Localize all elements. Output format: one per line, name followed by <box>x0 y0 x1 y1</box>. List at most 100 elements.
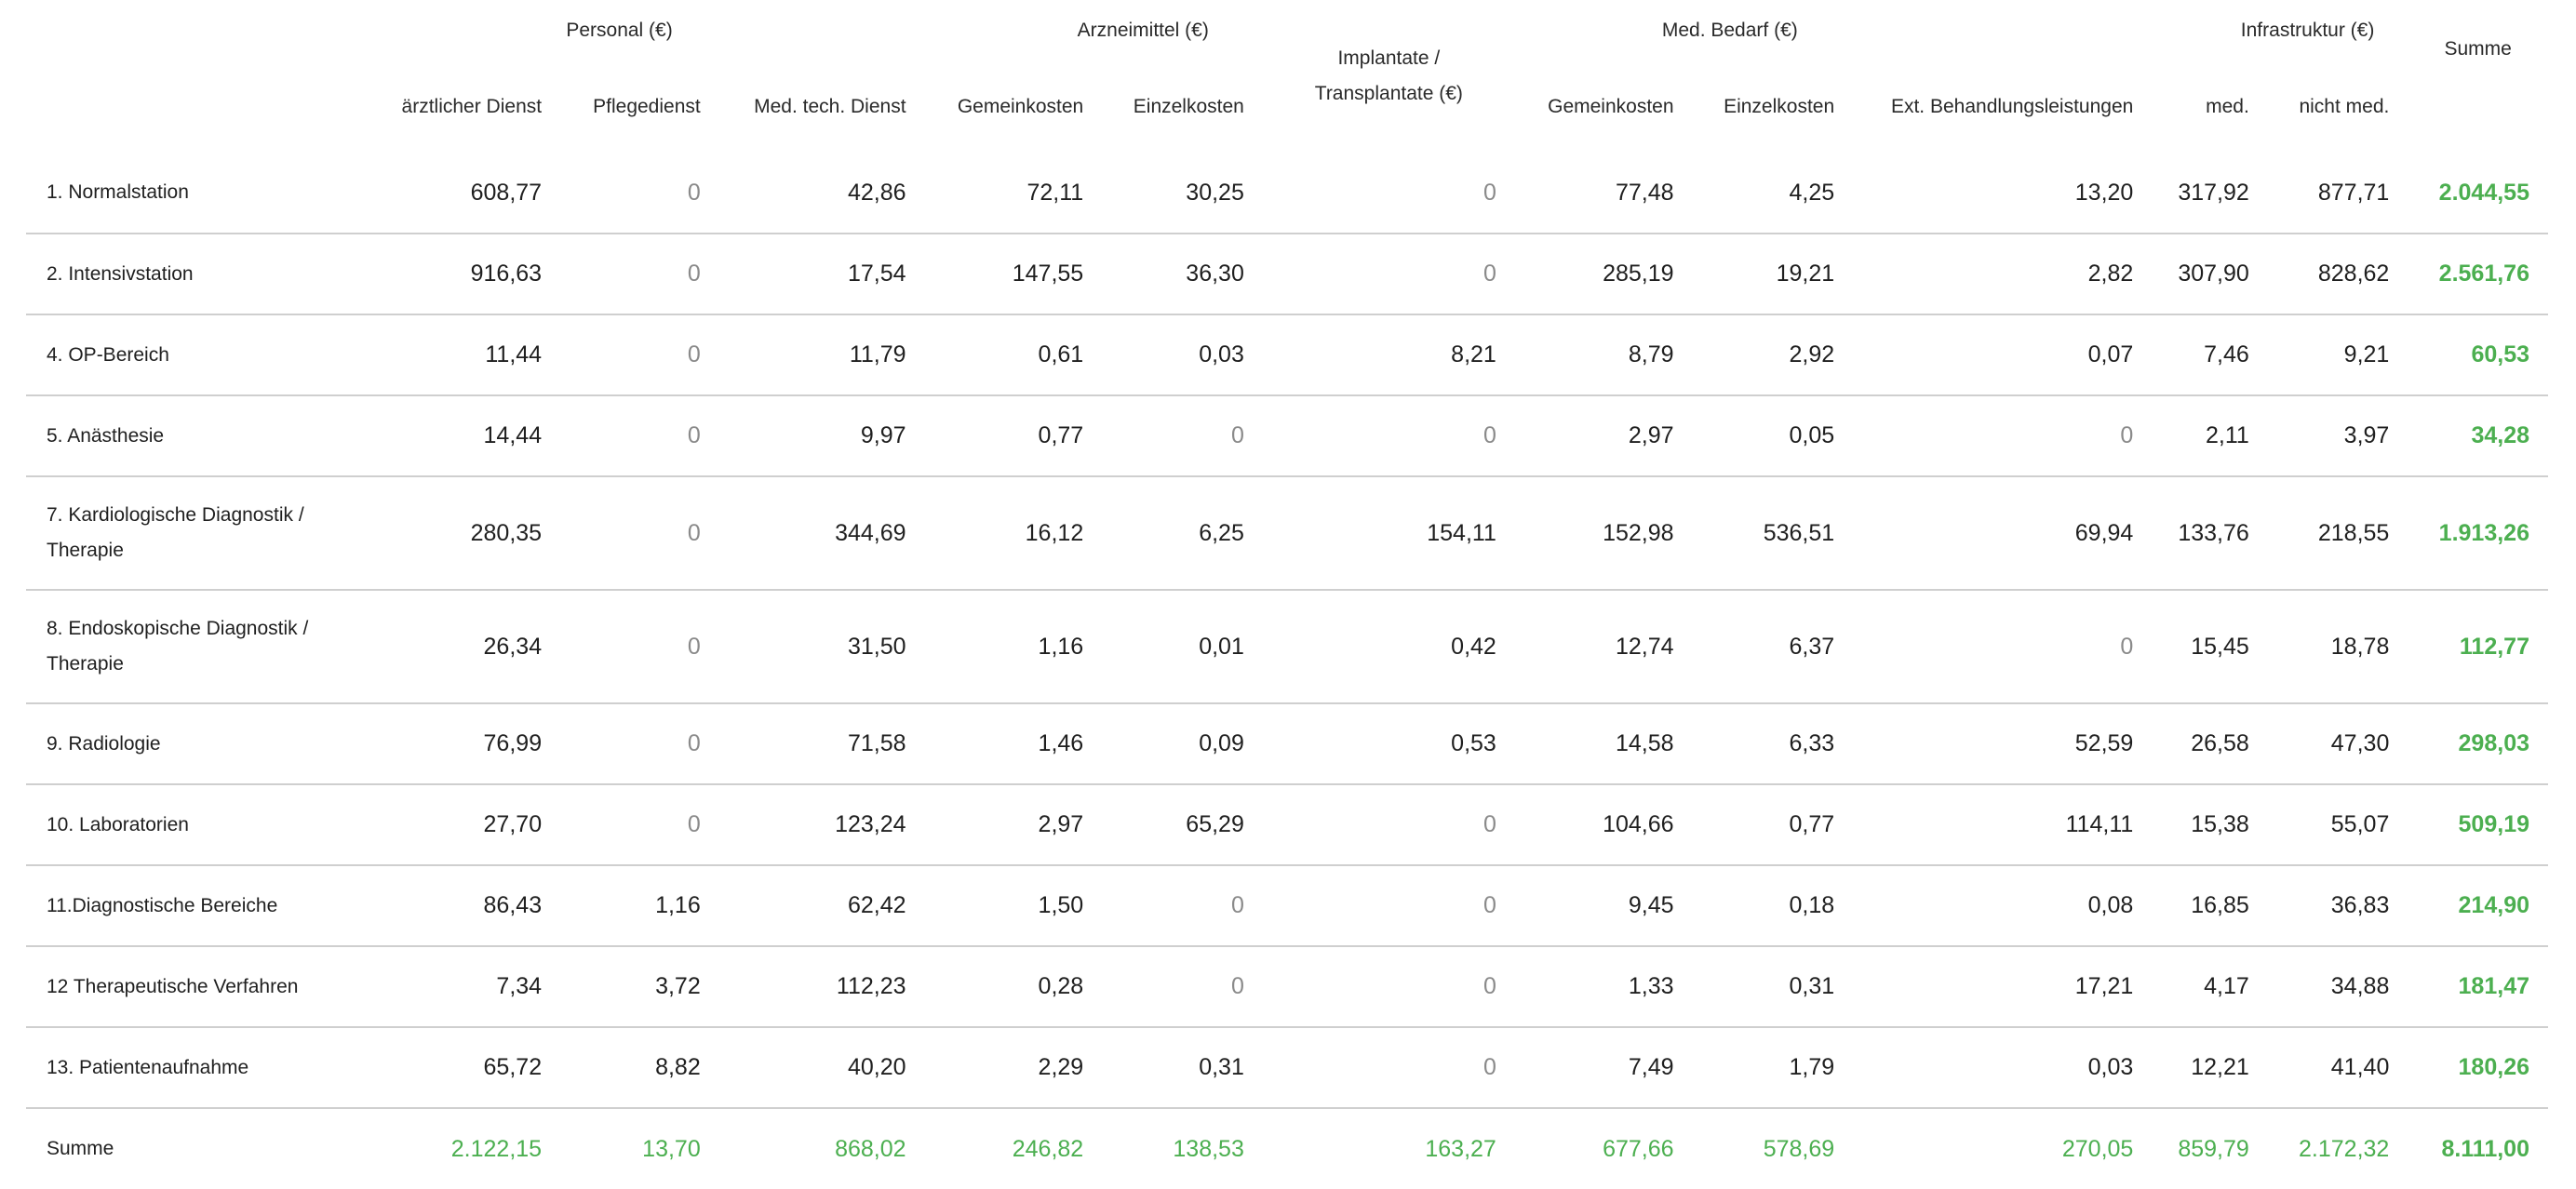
cell-value: 52,59 <box>1853 703 2153 785</box>
header-col-bedarf-gemeinkosten: Gemeinkosten <box>1548 96 1674 117</box>
row-sum: 509,19 <box>2408 784 2548 866</box>
cell-value: 0 <box>560 476 719 591</box>
header-implantate-label: Implantate / Transplantate (€) <box>1314 47 1463 104</box>
cell-value: 3,97 <box>2267 395 2408 477</box>
table-row: 12 Therapeutische Verfahren 7,34 3,72 112,2… <box>26 946 2548 1028</box>
cell-value: 6,25 <box>1102 476 1263 591</box>
header-col-pflegedienst: Pflegedienst <box>593 96 701 117</box>
cell-value: 0 <box>1262 153 1515 234</box>
cell-value: 65,29 <box>1102 784 1263 866</box>
cell-value: 0 <box>1262 784 1515 866</box>
row-sum: 181,47 <box>2408 946 2548 1028</box>
cell-value: 285,19 <box>1514 234 1693 315</box>
cell-value: 0 <box>560 590 719 704</box>
cell-value: 2.172,32 <box>2299 1135 2390 1162</box>
cell-value: 4,17 <box>2152 946 2268 1028</box>
row-sum: 60,53 <box>2408 314 2548 396</box>
cell-value: 34,88 <box>2267 946 2408 1028</box>
cell-value: 0,53 <box>1262 703 1515 785</box>
cell-value: 916,63 <box>364 234 561 315</box>
row-label: 2. Intensivstation <box>26 234 365 315</box>
cell-value: 15,38 <box>2152 784 2268 866</box>
cell-value: 0 <box>1102 395 1263 477</box>
cell-value: 133,76 <box>2152 476 2268 591</box>
cell-value: 1,16 <box>924 590 1103 704</box>
header-summe: Summe <box>2444 38 2512 60</box>
header-col-bedarf-einzelkosten: Einzelkosten <box>1724 96 1835 117</box>
header-col-arznei-einzelkosten: Einzelkosten <box>1133 96 1244 117</box>
cell-value: 2,11 <box>2152 395 2268 477</box>
cell-value: 218,55 <box>2267 476 2408 591</box>
cell-value: 344,69 <box>718 476 925 591</box>
cell-value: 0,08 <box>1853 865 2153 947</box>
cell-value: 86,43 <box>364 865 561 947</box>
cell-value: 16,85 <box>2152 865 2268 947</box>
cell-value: 1,79 <box>1692 1027 1854 1109</box>
cell-value: 9,45 <box>1514 865 1693 947</box>
cell-value: 12,21 <box>2152 1027 2268 1109</box>
cell-value: 72,11 <box>924 153 1103 234</box>
row-label: 4. OP-Bereich <box>26 314 365 396</box>
cell-value: 11,79 <box>718 314 925 396</box>
cell-value: 0,01 <box>1102 590 1263 704</box>
cell-value: 317,92 <box>2152 153 2268 234</box>
table-row: 5. Anästhesie 14,44 0 9,97 0,77 0 0 2,97 0,05 0 2,… <box>26 395 2548 477</box>
row-sum: 214,90 <box>2408 865 2548 947</box>
table-row: 13. Patientenaufnahme 65,72 8,82 40,20 2,29 0… <box>26 1027 2548 1109</box>
header-group-row: Personal (€) Arzneimittel (€) Implantate… <box>26 0 2548 104</box>
header-col-ext-behandlung: Ext. Behandlungsleistungen <box>1890 96 2134 117</box>
cell-value: 0,77 <box>924 395 1103 477</box>
cell-value: 65,72 <box>364 1027 561 1109</box>
header-empty-cell <box>26 0 364 61</box>
table-body: 1. Normalstation 608,77 0 42,86 72,11 30,25 0 7… <box>26 153 2548 1189</box>
cell-value: 15,45 <box>2152 590 2268 704</box>
cell-value: 0,18 <box>1692 865 1854 947</box>
cell-value: 0 <box>560 234 719 315</box>
cell-value: 13,70 <box>642 1135 701 1162</box>
cell-value: 1,50 <box>924 865 1103 947</box>
cell-value: 27,70 <box>364 784 561 866</box>
table-row: 10. Laboratorien 27,70 0 123,24 2,97 65,29 0 10… <box>26 784 2548 866</box>
cell-value: 0,03 <box>1102 314 1263 396</box>
cell-value: 608,77 <box>364 153 561 234</box>
cell-value: 7,34 <box>364 946 561 1028</box>
row-sum: 112,77 <box>2408 590 2548 704</box>
cell-value: 1,46 <box>924 703 1103 785</box>
cell-value: 26,34 <box>364 590 561 704</box>
header-group-med-bedarf: Med. Bedarf (€) <box>1661 20 1798 41</box>
cell-value: 0 <box>1262 865 1515 947</box>
table-row: 1. Normalstation 608,77 0 42,86 72,11 30,25 0 7… <box>26 153 2548 234</box>
row-label: 12 Therapeutische Verfahren <box>26 946 365 1028</box>
cell-value: 104,66 <box>1514 784 1693 866</box>
cell-value: 0,03 <box>1853 1027 2153 1109</box>
cell-value: 7,46 <box>2152 314 2268 396</box>
cell-value: 2,97 <box>924 784 1103 866</box>
cell-value: 16,12 <box>924 476 1103 591</box>
cell-value: 9,21 <box>2267 314 2408 396</box>
cell-value: 0,05 <box>1692 395 1854 477</box>
table-row: 7. Kardiologische Diagnostik / Therapie 2… <box>26 476 2548 591</box>
row-label: 1. Normalstation <box>26 153 365 234</box>
cell-value: 76,99 <box>364 703 561 785</box>
cell-value: 4,25 <box>1692 153 1854 234</box>
cell-value: 7,49 <box>1514 1027 1693 1109</box>
cell-value: 0 <box>1262 234 1515 315</box>
cell-value: 41,40 <box>2267 1027 2408 1109</box>
table-row: 11.Diagnostische Bereiche 86,43 1,16 62,42 1… <box>26 865 2548 947</box>
total-row: Summe 2.122,15 13,70 868,02 246,82 138,53 163,… <box>26 1108 2548 1189</box>
table-row: 4. OP-Bereich 11,44 0 11,79 0,61 0,03 8,21 8,79… <box>26 314 2548 396</box>
cell-value: 828,62 <box>2267 234 2408 315</box>
header-group-implantate: Implantate / Transplantate (€) <box>1263 0 1515 153</box>
cell-value: 69,94 <box>1853 476 2153 591</box>
cell-value: 8,82 <box>560 1027 719 1109</box>
header-label-spacer <box>26 61 364 153</box>
cell-value: 14,58 <box>1514 703 1693 785</box>
cell-value: 17,54 <box>718 234 925 315</box>
header-group-personal: Personal (€) <box>566 20 673 41</box>
cell-value: 138,53 <box>1173 1135 1244 1162</box>
cell-value: 2,29 <box>924 1027 1103 1109</box>
row-sum: 1.913,26 <box>2408 476 2548 591</box>
cell-value: 55,07 <box>2267 784 2408 866</box>
header-col-arznei-gemeinkosten: Gemeinkosten <box>957 96 1084 117</box>
cell-value: 0 <box>1102 946 1263 1028</box>
